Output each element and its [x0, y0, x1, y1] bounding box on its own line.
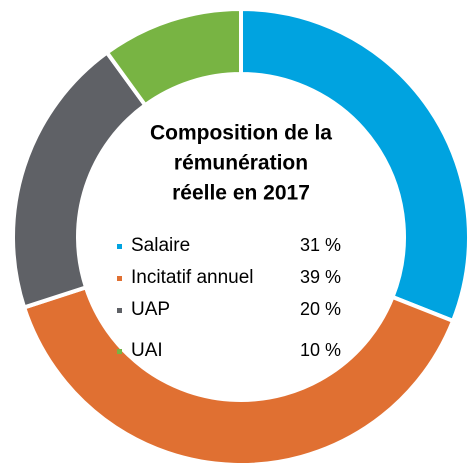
chart-title: rémunération — [174, 152, 308, 175]
legend-swatch — [117, 308, 122, 313]
legend-label: UAP — [131, 299, 170, 320]
legend-label: Incitatif annuel — [131, 267, 254, 288]
donut-segment — [104, 6, 243, 108]
donut-segment — [21, 284, 456, 467]
legend-swatch — [117, 244, 122, 249]
value-label: 20 % — [300, 299, 341, 319]
value-label: 10 % — [300, 340, 341, 360]
chart-title: Composition de la — [150, 122, 332, 145]
legend-swatch — [117, 276, 122, 281]
value-label: 31 % — [300, 235, 341, 255]
donut-segment — [11, 49, 148, 310]
value-label: 39 % — [300, 267, 341, 287]
chart-title: réelle en 2017 — [172, 182, 310, 205]
donut-segment — [239, 6, 471, 324]
legend-label: UAI — [131, 340, 163, 361]
legend-label: Salaire — [131, 235, 190, 256]
legend-swatch — [117, 349, 122, 354]
